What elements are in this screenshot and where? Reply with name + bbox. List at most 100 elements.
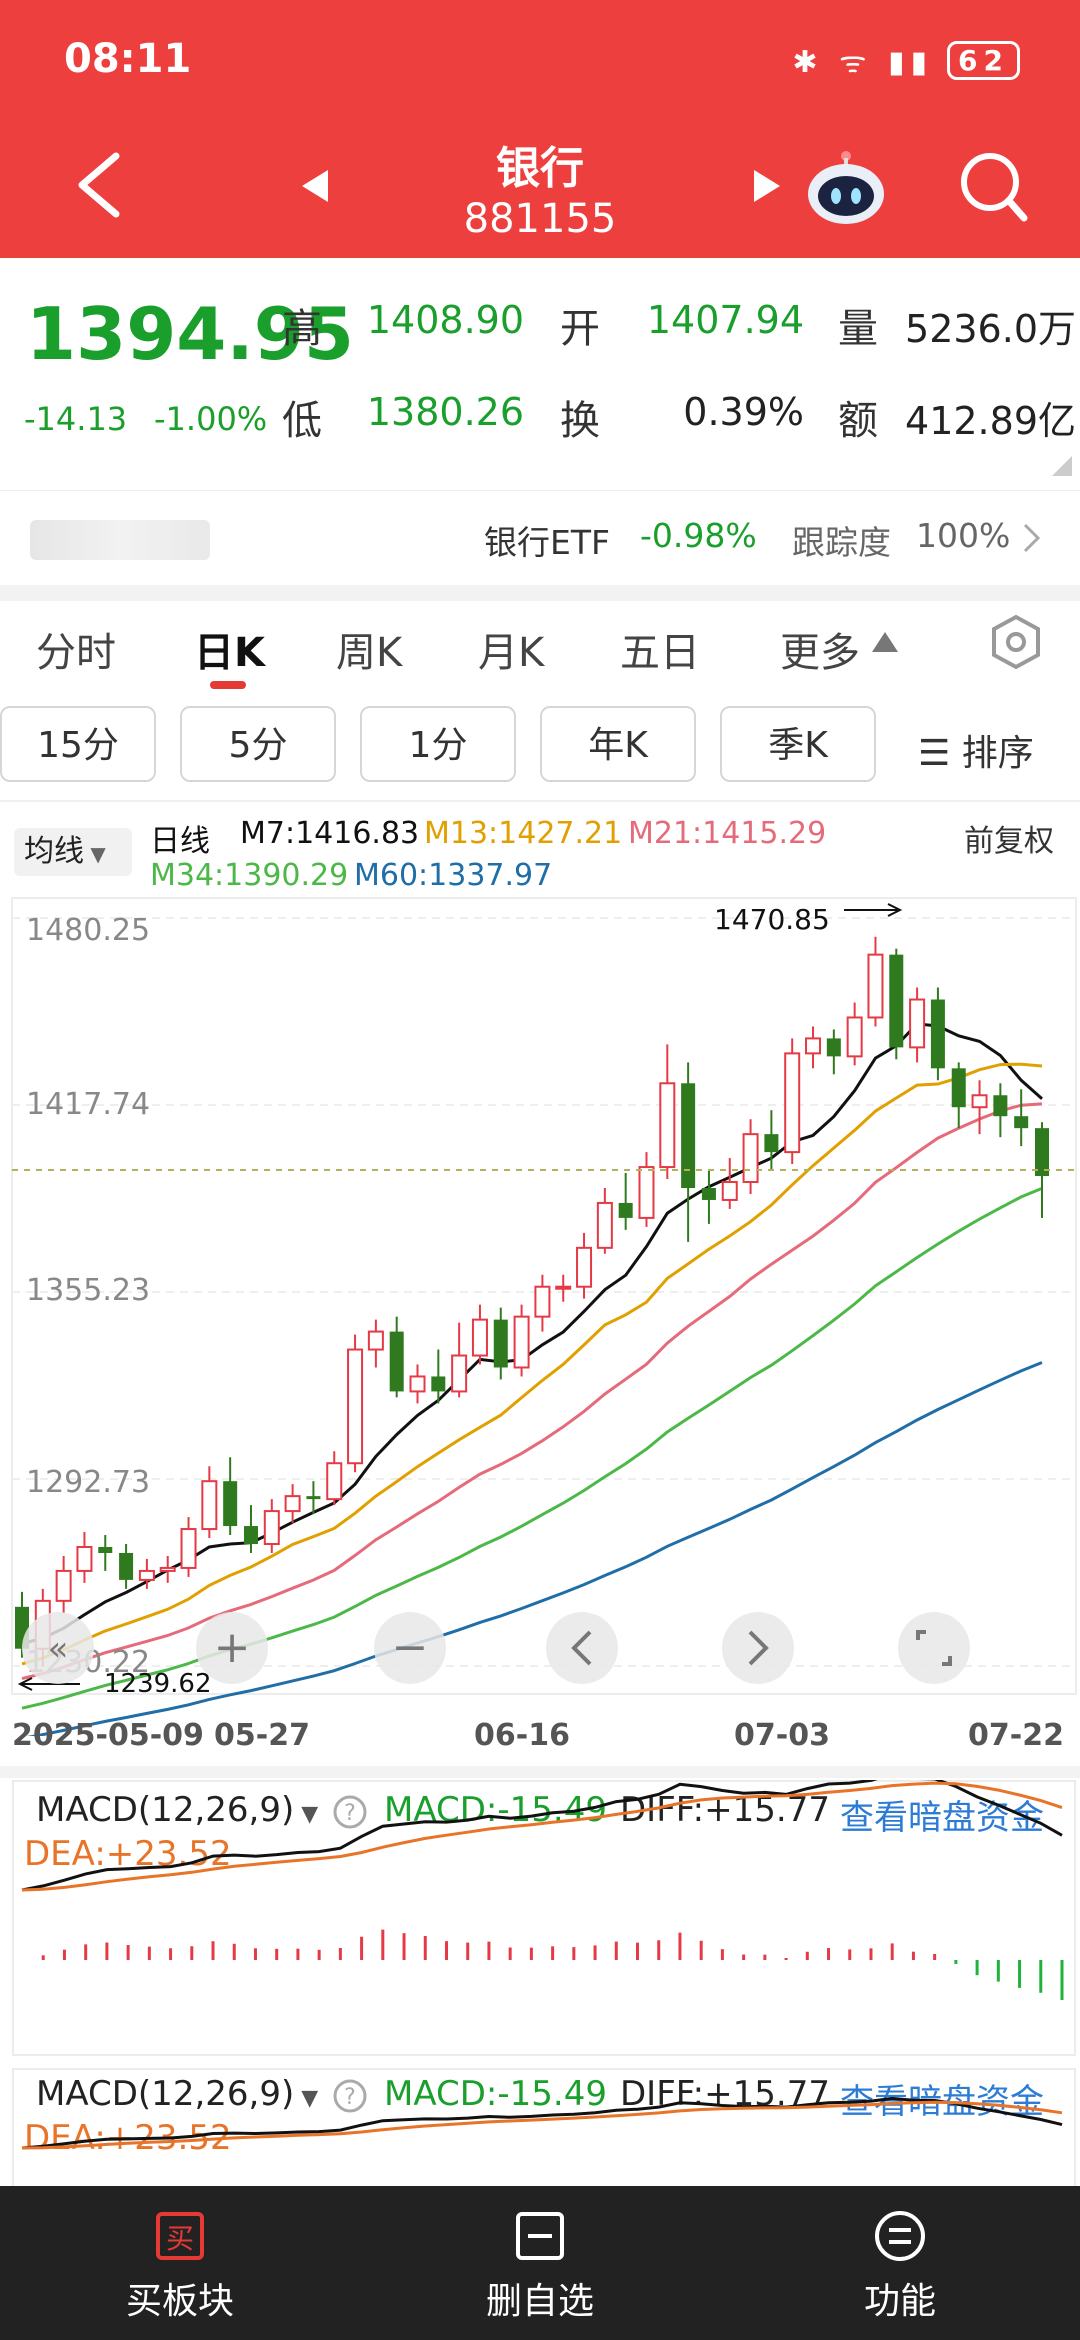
period-quarterly-button[interactable]: 季K [720,706,876,782]
status-time: 08:11 [64,36,192,82]
candle-body [681,1083,696,1188]
caret-down-icon: ▼ [294,1802,319,1827]
period-1min-button[interactable]: 1分 [360,706,516,782]
candle-body [721,1181,738,1201]
help-icon[interactable]: ? [332,1794,368,1830]
macd-chart [21,1780,1064,2000]
candle-body [846,1016,863,1058]
turnover-value: 0.39% [683,390,804,434]
scroll-left-double-button[interactable]: « [22,1612,94,1684]
ma-selector[interactable]: 均线 ▼ [14,828,132,876]
dark-pool-link[interactable]: 查看暗盘资金 [840,1798,1044,1838]
candle-body [493,1319,508,1368]
candle-body [867,953,884,1019]
dea-line [21,2100,1063,2150]
prev-stock-icon[interactable] [300,168,330,204]
remove-watchlist-button[interactable]: 删自选 [460,2186,620,2340]
battery-icon: 62 [947,41,1020,80]
tab-intraday[interactable]: 分时 [36,630,116,676]
back-icon[interactable] [70,150,126,220]
tab-daily-k[interactable]: 日K [194,630,265,676]
period-yearly-button[interactable]: 年K [540,706,696,782]
price-change: -14.13 [24,400,128,438]
macd-selector-2[interactable]: MACD(12,26,9) ▼ [36,2074,319,2114]
svg-text:买: 买 [166,2222,194,2255]
candle-body [367,1330,384,1351]
menu-icon: ☰ [918,733,962,774]
turnover-label: 换 [560,398,600,444]
fullscreen-button[interactable] [898,1612,970,1684]
x-tick-2: 06-16 [474,1718,570,1753]
candle-body [805,1037,822,1055]
candle-body [98,1546,113,1553]
ma-line [21,1062,1043,1666]
legend-m34: M34:1390.29 [150,858,349,893]
period-15min-button[interactable]: 15分 [0,706,156,782]
tab-five-day[interactable]: 五日 [620,630,700,676]
help-icon[interactable]: ? [332,2078,368,2114]
candle-body [1035,1128,1049,1177]
volume-label: 量 [838,306,878,352]
candle-body [909,998,926,1049]
tab-active-indicator [210,681,246,689]
candle-body [742,1133,759,1184]
period-5min-button[interactable]: 5分 [180,706,336,782]
legend-m13: M13:1427.21 [424,816,623,851]
candle-body [326,1462,343,1501]
kline-chart[interactable]: 1480.25 1417.74 1355.23 1292.73 1230.22 … [0,896,1080,1736]
y-tick-3: 1292.73 [26,1465,150,1500]
scroll-right-button[interactable] [722,1612,794,1684]
x-tick-4: 07-22 [968,1718,1064,1753]
sort-button[interactable]: ☰ 排序 [918,733,1034,774]
candle-body [55,1569,72,1602]
function-button[interactable]: 功能 [820,2186,980,2340]
svg-text:+: + [214,1622,251,1673]
candle-body [347,1348,364,1465]
caret-up-icon [872,632,898,652]
candle-body [451,1354,468,1393]
tracking-value: 100% [916,516,1011,555]
settings-hex-icon[interactable] [988,614,1044,670]
candle-body [596,1201,613,1249]
menu-circle-icon [875,2211,925,2261]
candle-body [306,1496,321,1500]
min-price-label: 1239.62 [104,1669,212,1699]
etf-row[interactable] [0,490,1080,586]
y-tick-2: 1355.23 [26,1273,150,1308]
bottom-action-bar: 买 买板块 删自选 功能 [0,2186,1080,2340]
tab-more[interactable]: 更多 [780,630,860,676]
next-stock-icon[interactable] [752,168,782,204]
zoom-in-button[interactable]: + [196,1612,268,1684]
dea-line [21,1781,1063,1892]
candle-body [138,1569,155,1581]
svg-text:?: ? [344,2085,356,2110]
signal-icon: ✱ ᯤ ▮▮ [792,45,934,80]
candle-body [223,1481,238,1527]
buy-sector-button[interactable]: 买 买板块 [100,2186,260,2340]
scroll-left-button[interactable] [546,1612,618,1684]
adjust-mode[interactable]: 前复权 [964,824,1054,859]
svg-text:−: − [392,1622,429,1673]
robot-assistant-icon[interactable] [806,150,886,226]
x-tick-0: 2025-05-09 [12,1718,204,1753]
candle-body [951,1068,966,1108]
tab-weekly-k[interactable]: 周K [336,630,403,676]
candle-body [701,1187,716,1200]
open-label: 开 [560,306,600,352]
max-price-label: 1470.85 [714,903,830,936]
candle-body [159,1566,176,1572]
zoom-out-button[interactable]: − [374,1612,446,1684]
macd-selector[interactable]: MACD(12,26,9) ▼ [36,1790,319,1830]
candle-body [618,1202,633,1218]
divider [0,800,1080,802]
candle-body [119,1552,134,1580]
candle-body [638,1166,655,1219]
tab-monthly-k[interactable]: 月K [478,630,545,676]
ma-line [21,1102,1043,1681]
search-icon[interactable] [956,148,1028,224]
candle-body [180,1528,197,1569]
divider [0,1766,1080,1778]
candle-body [534,1285,551,1318]
macd-panel[interactable] [12,1780,1076,2056]
high-value: 1408.90 [366,298,524,342]
